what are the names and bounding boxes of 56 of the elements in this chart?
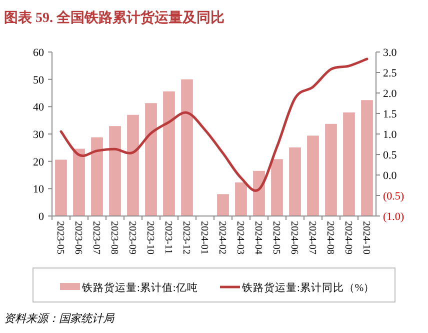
- bar: [217, 194, 229, 216]
- x-tick-label: 2023-05: [54, 221, 66, 254]
- x-tick-label: 2024-10: [360, 221, 372, 254]
- bar: [181, 79, 193, 216]
- x-tick-label: 2024-08: [324, 221, 336, 254]
- x-tick-label: 2024-03: [234, 221, 246, 254]
- text: 资料来源：国家统计局: [4, 312, 115, 325]
- y2-tick-label: 0.0: [383, 170, 398, 182]
- bar: [235, 182, 247, 216]
- bar: [271, 159, 283, 216]
- x-tick-label: 2023-06: [72, 221, 84, 254]
- bar: [109, 126, 121, 216]
- line-series: [60, 58, 368, 192]
- legend-label: 铁路货运量:累计同比（%）: [241, 281, 375, 294]
- x-tick-label: 2024-06: [288, 221, 300, 254]
- bar: [145, 103, 157, 216]
- bar: [55, 160, 67, 216]
- bar: [325, 124, 337, 216]
- y2-tick-label: 2.5: [383, 68, 398, 80]
- y-tick-label: 40: [33, 102, 44, 114]
- chart-title: 图表 59. 全国铁路累计货运量及同比: [4, 10, 224, 26]
- legend-label: 铁路货运量:累计值:亿吨: [81, 281, 198, 294]
- y2-tick-label: 3.0: [383, 47, 398, 59]
- bar: [289, 147, 301, 216]
- x-tick-label: 2023-09: [126, 221, 138, 254]
- bar: [91, 137, 103, 216]
- x-tick-label: 2023-07: [90, 221, 102, 254]
- x-tick-label: 2024-02: [216, 221, 228, 254]
- bar: [343, 112, 355, 216]
- x-tick-label: 2024-05: [270, 221, 282, 254]
- bar: [307, 136, 319, 216]
- x-tick-label: 2024-04: [252, 221, 264, 254]
- y2-tick-label: (1.0): [383, 211, 404, 223]
- y2-tick-label: 0.5: [383, 150, 398, 162]
- x-tick-label: 2024-01: [198, 221, 210, 254]
- x-tick-label: 2024-07: [306, 221, 318, 254]
- y-tick-label: 10: [33, 184, 44, 196]
- y-tick-label: 50: [33, 74, 44, 86]
- y-tick-label: 20: [33, 156, 44, 168]
- bar: [127, 114, 139, 216]
- x-tick-label: 2024-09: [342, 221, 354, 254]
- y-tick-label: 0: [38, 211, 44, 223]
- y2-tick-label: 1.0: [383, 129, 398, 141]
- x-tick-label: 2023-08: [108, 221, 120, 254]
- y2-tick-label: 1.5: [383, 108, 398, 120]
- bar: [73, 148, 85, 216]
- bar: [163, 91, 175, 216]
- y2-tick-label: 2.0: [383, 88, 398, 100]
- x-tick-label: 2023-12: [180, 221, 192, 254]
- bar: [253, 170, 265, 216]
- y-tick-label: 60: [33, 47, 44, 59]
- x-tick-label: 2023-10: [144, 221, 156, 254]
- y-tick-label: 30: [33, 129, 44, 141]
- x-tick-label: 2023-11: [162, 221, 174, 254]
- bar: [361, 100, 373, 216]
- y2-tick-label: (0.5): [383, 190, 404, 202]
